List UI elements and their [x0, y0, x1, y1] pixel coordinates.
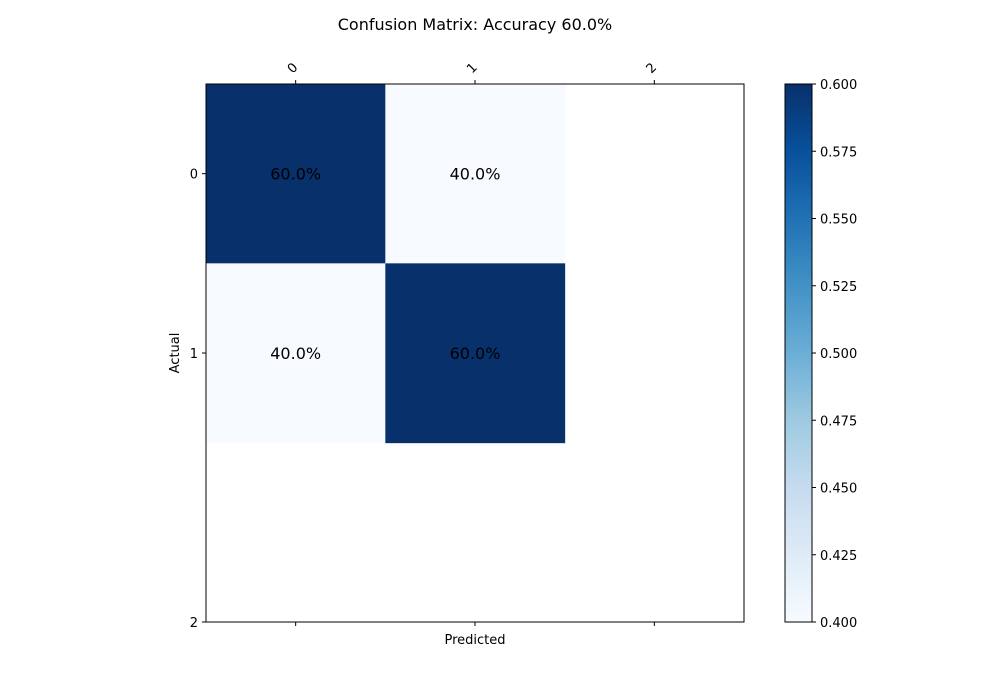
cell-value-label-r1-c0: 40.0%: [270, 344, 321, 363]
cell-value-label-r0-c0: 60.0%: [270, 165, 321, 184]
x-tick-label-2: 2: [644, 60, 660, 76]
colorbar-tick-label-6: 0.550: [820, 213, 857, 228]
y-tick-label-2: 2: [190, 616, 198, 631]
colorbar-tick-label-4: 0.500: [820, 347, 857, 362]
y-axis-label: Actual: [168, 333, 183, 374]
cell-value-label-r0-c1: 40.0%: [450, 165, 501, 184]
heatmap-cell-r0-c0: [206, 84, 386, 264]
x-axis-label: Predicted: [444, 633, 505, 648]
chart-title: Confusion Matrix: Accuracy 60.0%: [338, 15, 612, 34]
heatmap-cell-r1-c0: [206, 263, 386, 444]
colorbar-tick-label-0: 0.400: [820, 616, 857, 631]
colorbar-tick-label-7: 0.575: [820, 145, 857, 160]
heatmap-cells: [206, 84, 566, 444]
heatmap-cell-r0-c1: [385, 84, 566, 264]
y-tick-label-1: 1: [190, 347, 198, 362]
heatmap-cell-r1-c1: [385, 263, 566, 444]
colorbar-tick-label-8: 0.600: [820, 78, 857, 93]
x-tick-label-0: 0: [285, 60, 301, 76]
colorbar-ticks: 0.400 0.425 0.450 0.475 0.500 0.525 0.550 0.575…: [812, 78, 857, 631]
y-tick-label-0: 0: [190, 168, 198, 183]
cell-value-label-r1-c1: 60.0%: [450, 344, 501, 363]
colorbar-tick-label-2: 0.450: [820, 482, 857, 497]
heatmap-cell-labels: 60.0% 40.0% 40.0% 60.0%: [270, 165, 500, 363]
y-axis-ticks: 0 1 2: [190, 168, 206, 631]
colorbar-tick-label-5: 0.525: [820, 280, 857, 295]
colorbar-gradient: [785, 84, 812, 622]
x-tick-label-1: 1: [464, 60, 480, 76]
colorbar-tick-label-1: 0.425: [820, 549, 857, 564]
colorbar: 0.400 0.425 0.450 0.475 0.500 0.525 0.550 0.575…: [784, 78, 857, 631]
colorbar-tick-label-3: 0.475: [820, 414, 857, 429]
